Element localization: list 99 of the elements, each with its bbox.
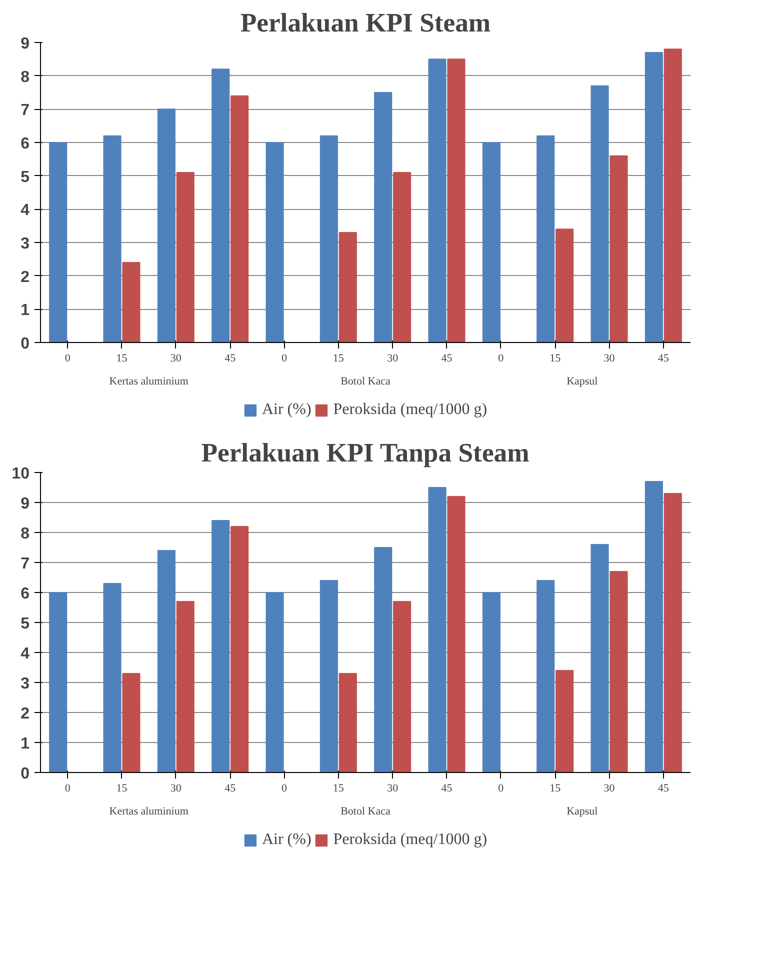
bar: [103, 135, 122, 342]
y-tick-label: 4: [20, 202, 30, 220]
x-tick-label: 45: [658, 782, 670, 794]
bar: [320, 580, 338, 772]
bar: [212, 68, 230, 342]
y-tick-label: 7: [20, 102, 30, 120]
bar: [664, 48, 682, 342]
y-tick-label: 4: [20, 646, 30, 662]
legend-label: Air (%): [262, 401, 312, 419]
bar: [157, 550, 176, 772]
bar: [428, 487, 446, 772]
bar: [320, 135, 338, 342]
x-tick-label: 15: [332, 352, 344, 364]
y-tick-label: 9: [20, 36, 30, 52]
bar: [176, 601, 194, 772]
bar: [230, 526, 249, 772]
x-tick-label: 45: [224, 782, 236, 794]
x-tick-label: 0: [498, 782, 504, 794]
bar: [374, 92, 392, 342]
bar: [536, 580, 555, 772]
y-tick-label: 6: [20, 586, 30, 602]
bar: [482, 142, 500, 342]
x-tick-label: 30: [387, 782, 399, 794]
y-tick-label: 0: [20, 336, 30, 352]
bar: [590, 544, 609, 772]
bar: [266, 142, 284, 342]
bar: [338, 673, 357, 772]
y-tick-label: 0: [20, 766, 30, 782]
legend-label: Air (%): [262, 831, 312, 849]
bar: [536, 135, 555, 342]
bar: [122, 673, 140, 772]
bar: [49, 592, 68, 772]
bar: [644, 481, 663, 772]
bar: [556, 670, 574, 772]
x-tick-label: 15: [550, 782, 562, 794]
legend-label: Peroksida (meq/1000 g): [333, 831, 488, 849]
x-tick-label: 30: [604, 352, 616, 364]
bar: [230, 95, 249, 342]
y-tick-label: 9: [20, 496, 30, 512]
bar: [157, 108, 176, 342]
bar: [664, 493, 682, 772]
x-tick-label: 0: [282, 352, 288, 364]
x-tick-label: 30: [604, 782, 616, 794]
text: Kertas aluminium: [109, 806, 189, 818]
text: Kapsul: [566, 806, 598, 818]
bar: [428, 58, 446, 342]
bar: [338, 232, 357, 342]
x-tick-label: 0: [282, 782, 288, 794]
y-tick-label: 1: [20, 302, 30, 320]
y-tick-label: 2: [20, 706, 30, 722]
x-tick-label: 45: [224, 352, 236, 364]
bar: [610, 571, 628, 772]
x-tick-label: 15: [550, 352, 562, 364]
y-tick-label: 3: [20, 676, 30, 692]
text: Kertas aluminium: [109, 376, 189, 388]
x-tick-label: 15: [116, 782, 128, 794]
bar: [644, 52, 663, 342]
bar: [122, 262, 140, 342]
y-tick-label: 3: [20, 236, 30, 252]
x-tick-label: 30: [170, 782, 182, 794]
x-tick-label: 0: [64, 782, 71, 794]
bar: [212, 520, 230, 772]
bar: [447, 496, 466, 772]
text: Kapsul: [566, 376, 598, 388]
y-tick-label: 6: [20, 136, 30, 152]
bar: [393, 172, 412, 342]
x-tick-label: 45: [441, 352, 453, 364]
chart-title: Perlakuan KPI Tanpa Steam: [201, 438, 530, 468]
bar: [49, 142, 68, 342]
y-tick-label: 2: [20, 268, 30, 286]
y-tick-label: 8: [20, 526, 30, 542]
x-tick-label: 0: [64, 352, 71, 364]
text: Botol Kaca: [340, 376, 391, 388]
bar: [556, 228, 574, 342]
x-tick-label: 30: [387, 352, 399, 364]
x-tick-label: 45: [658, 352, 670, 364]
bar: [176, 172, 194, 342]
text: Botol Kaca: [340, 806, 391, 818]
bar: [610, 155, 628, 342]
bar: [266, 592, 284, 772]
x-tick-label: 15: [332, 782, 344, 794]
y-tick-label: 5: [20, 616, 30, 632]
bar: [393, 601, 412, 772]
y-tick-label: 5: [20, 168, 30, 186]
y-tick-label: 10: [12, 466, 30, 482]
y-tick-label: 1: [20, 736, 30, 752]
x-tick-label: 15: [116, 352, 128, 364]
y-tick-label: 8: [20, 68, 30, 86]
bar: [374, 547, 392, 772]
y-tick-label: 7: [20, 556, 30, 572]
bar: [103, 583, 122, 772]
legend-label: Peroksida (meq/1000 g): [333, 401, 488, 419]
chart-title: Perlakuan KPI Steam: [240, 8, 491, 38]
x-tick-label: 0: [498, 352, 504, 364]
bar: [447, 58, 466, 342]
bar: [482, 592, 500, 772]
x-tick-label: 45: [441, 782, 453, 794]
bar: [590, 85, 609, 342]
x-tick-label: 30: [170, 352, 182, 364]
